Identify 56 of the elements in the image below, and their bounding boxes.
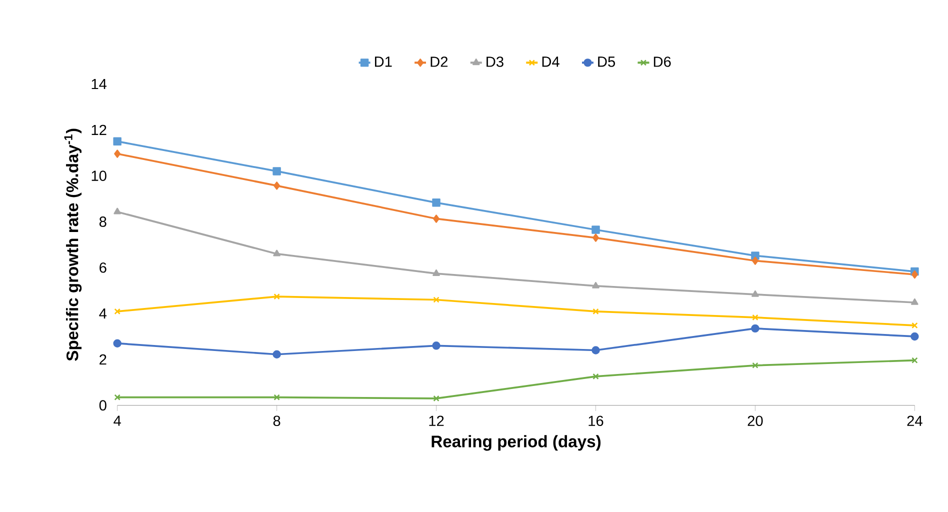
x-tick-label: 20 — [748, 416, 763, 426]
x-tick-label: 16 — [588, 416, 604, 426]
y-tick-label: 4 — [99, 308, 107, 319]
y-tick-label: 8 — [99, 216, 106, 227]
y-tick-label: 2 — [100, 354, 106, 365]
point — [592, 226, 600, 234]
point — [910, 332, 919, 341]
x-tick-label: 12 — [429, 416, 444, 426]
point — [272, 167, 281, 176]
point — [592, 234, 599, 242]
point — [432, 269, 440, 276]
x-axis-title: Rearing period (days) — [432, 435, 601, 451]
point — [274, 182, 280, 190]
y-tick-label: 0 — [99, 400, 106, 411]
y-tick-label: 6 — [100, 262, 106, 273]
x-tick-label: 8 — [273, 416, 280, 426]
point — [114, 150, 121, 158]
y-axis-title: Specific growth rate (%.day$^{-1}$) — [64, 128, 82, 361]
point — [432, 342, 440, 350]
point — [752, 256, 758, 265]
point — [114, 308, 120, 315]
point — [592, 346, 600, 354]
point — [592, 373, 599, 380]
point — [592, 308, 599, 315]
point — [911, 298, 918, 305]
point — [912, 357, 918, 364]
point — [752, 362, 758, 369]
legend-label: D1 — [375, 56, 392, 67]
x-tick-label: 24 — [907, 416, 922, 426]
point — [911, 270, 918, 279]
point — [272, 350, 281, 358]
point — [752, 314, 758, 321]
point — [432, 198, 440, 207]
y-tick-label: 10 — [92, 170, 106, 181]
point — [274, 293, 280, 300]
y-tick-label: 12 — [92, 124, 106, 136]
point — [751, 324, 760, 333]
point — [113, 339, 122, 348]
point — [752, 290, 759, 297]
point — [273, 250, 280, 256]
point — [274, 394, 280, 400]
point — [433, 214, 440, 223]
point — [114, 394, 120, 400]
point — [114, 208, 121, 214]
point — [113, 137, 122, 146]
legend-label: D6 — [654, 56, 671, 67]
point — [433, 296, 440, 303]
legend-label: D5 — [598, 56, 615, 67]
point — [433, 395, 440, 402]
x-tick-label: 4 — [114, 416, 121, 426]
legend-label: D3 — [486, 56, 504, 67]
point — [592, 282, 600, 288]
legend-label: D4 — [542, 56, 560, 67]
y-tick-label: 14 — [92, 78, 107, 90]
point — [912, 322, 918, 329]
legend-label: D2 — [430, 56, 448, 67]
